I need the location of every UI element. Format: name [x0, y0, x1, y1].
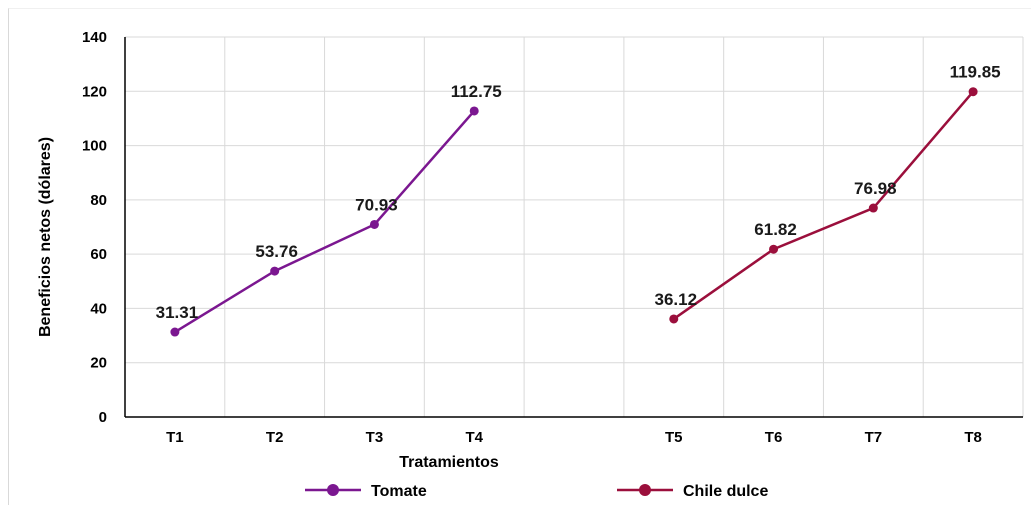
data-point: [669, 314, 679, 324]
data-point: [968, 87, 978, 97]
data-point: [170, 327, 180, 337]
legend-label: Tomate: [371, 483, 427, 500]
y-tick-label: 60: [90, 246, 107, 263]
gridlines: [125, 36, 1024, 417]
x-tick-label: T8: [964, 429, 982, 446]
axes: 0 20 40 60 80 100 120 140 T1 T2 T3 T4 T5 T6 T7 T8: [82, 29, 1023, 446]
y-tick-label: 20: [90, 355, 107, 372]
data-point: [270, 266, 280, 276]
y-tick-label: 80: [90, 192, 107, 209]
series-lines: [170, 87, 978, 337]
x-tick-label: T4: [465, 429, 483, 446]
data-label: 76.98: [854, 179, 897, 198]
data-label: 61.82: [754, 220, 797, 239]
data-label: 119.85: [950, 63, 1001, 82]
data-point: [769, 244, 779, 254]
data-label: 53.76: [255, 242, 298, 261]
legend-marker: [327, 484, 339, 496]
y-tick-label: 40: [90, 300, 107, 317]
legend-label: Chile dulce: [683, 483, 768, 500]
x-tick-label: T5: [665, 429, 683, 446]
y-axis-title: Beneficios netos (dólares): [37, 137, 54, 337]
y-tick-label: 140: [82, 29, 107, 46]
series-line-2: [673, 90, 975, 320]
legend: Tomate Chile dulce: [305, 483, 768, 500]
x-tick-label: T1: [166, 429, 184, 446]
x-tick-label: T6: [765, 429, 783, 446]
data-label: 36.12: [655, 290, 698, 309]
data-point: [469, 106, 479, 116]
y-tick-label: 0: [99, 409, 107, 426]
data-label: 70.93: [355, 195, 398, 214]
x-tick-label: T7: [865, 429, 883, 446]
data-point: [868, 203, 878, 213]
series-line-1: [174, 110, 476, 334]
y-tick-label: 120: [82, 83, 107, 100]
data-labels: 31.31 53.76 70.93 112.75 36.12 61.82 76.98 119.…: [156, 63, 1001, 322]
data-label: 31.31: [156, 303, 199, 322]
y-tick-label: 100: [82, 138, 107, 155]
legend-marker: [639, 484, 651, 496]
x-tick-label: T2: [266, 429, 284, 446]
x-axis-title: Tratamientos: [399, 454, 499, 471]
data-label: 112.75: [451, 82, 502, 101]
data-point: [369, 219, 379, 229]
x-tick-label: T3: [366, 429, 384, 446]
